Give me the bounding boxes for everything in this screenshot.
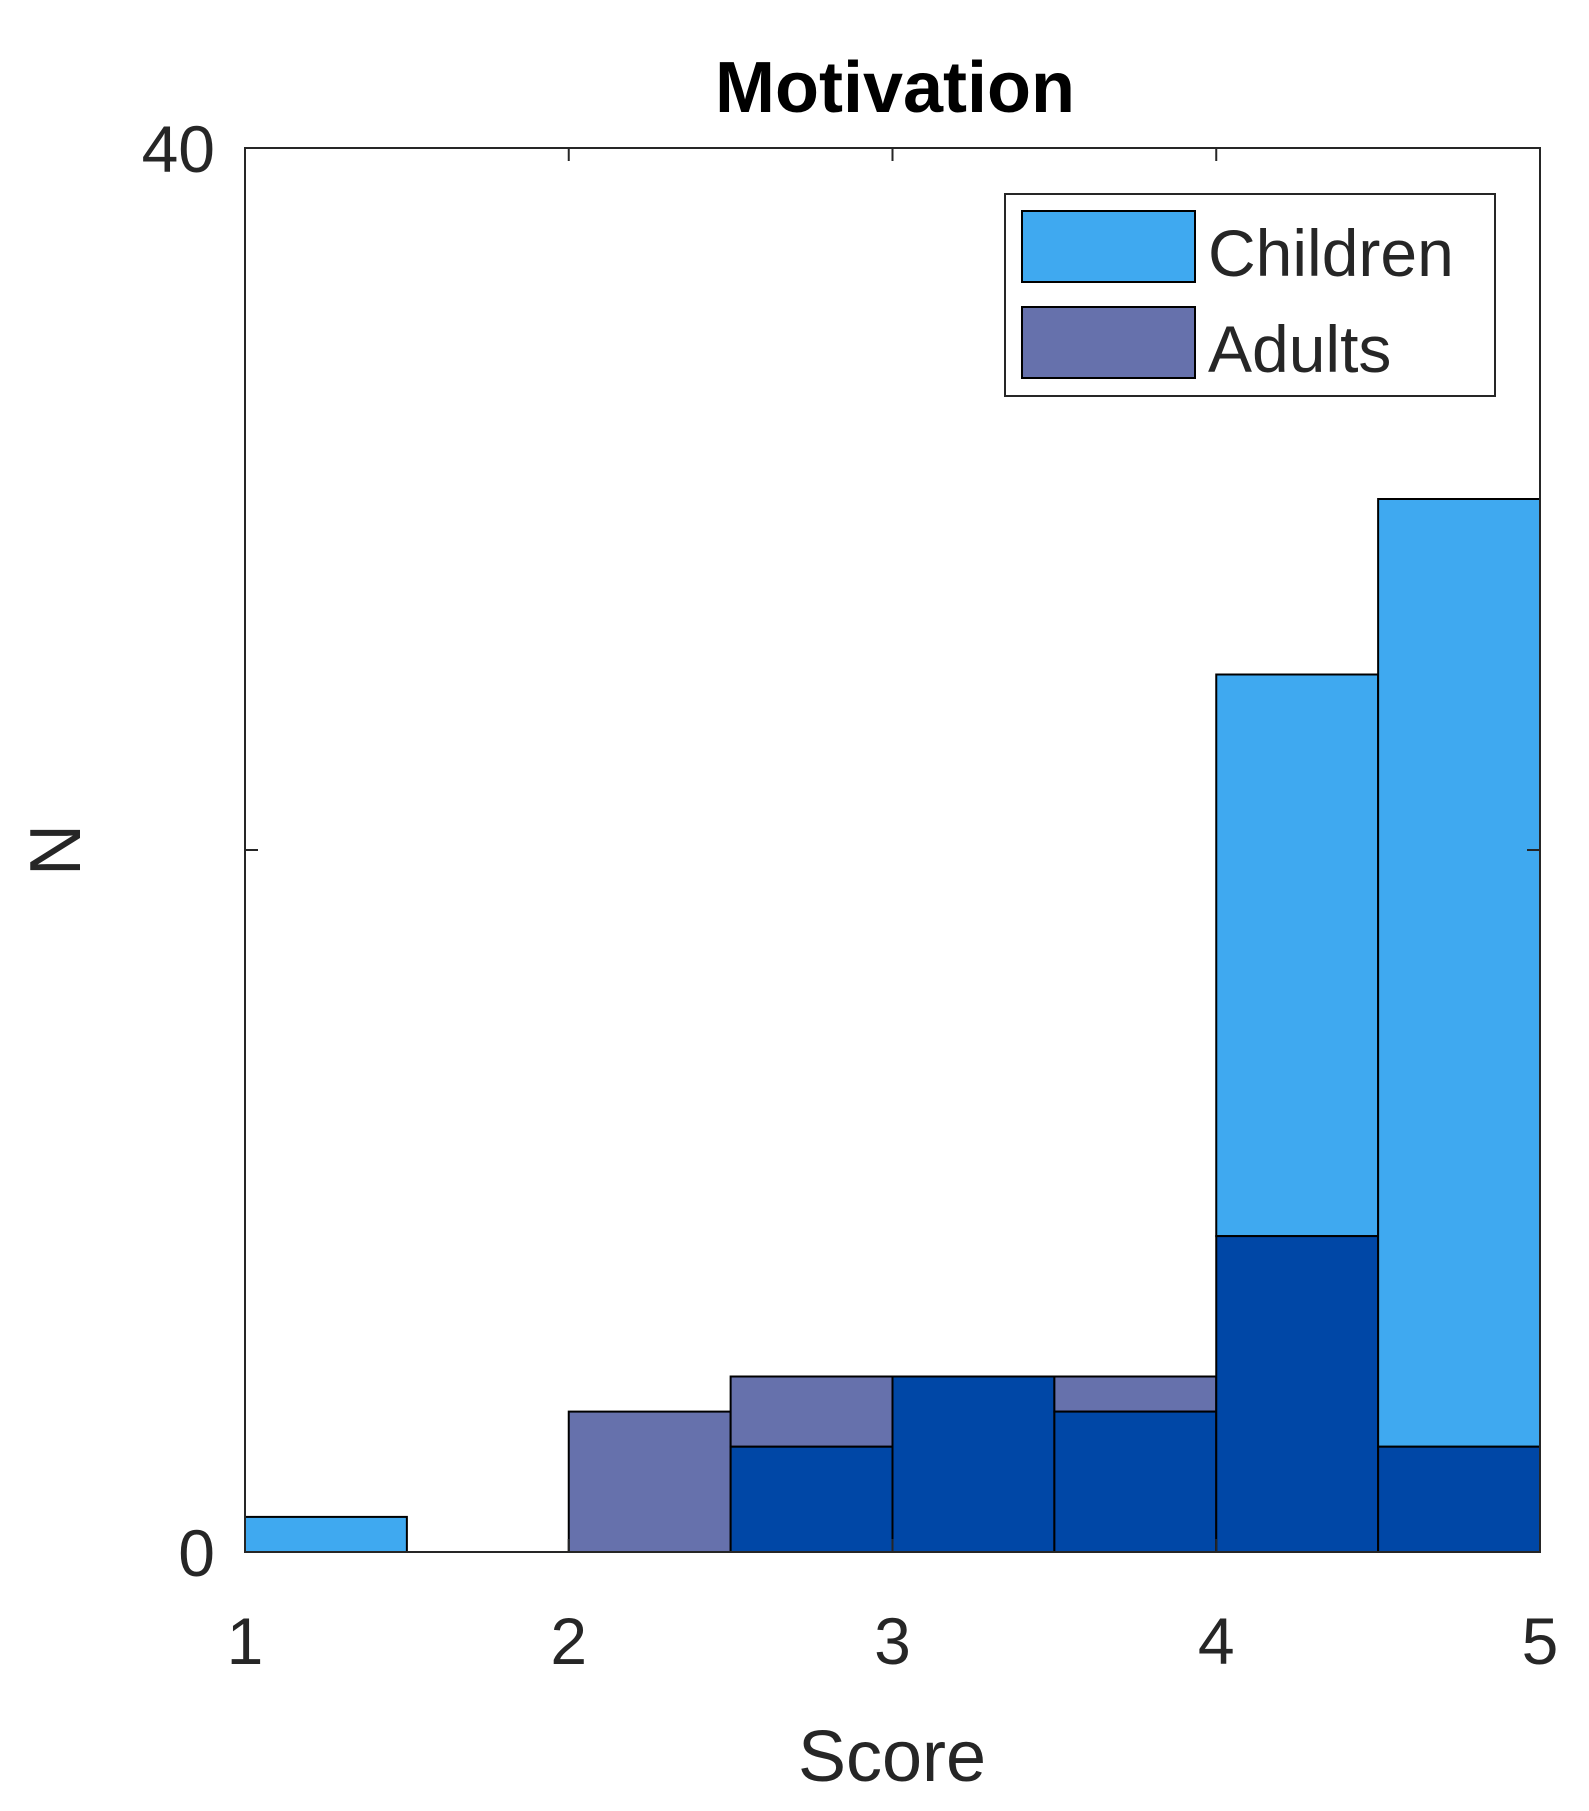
bar-overlap-6 (1215, 1235, 1380, 1553)
y-tick-label-0: 0 (178, 1516, 215, 1590)
bar-children-6 (1215, 673, 1380, 1238)
y-tick-label-1: 40 (142, 112, 215, 186)
x-tick-label-3: 4 (1198, 1604, 1235, 1678)
x-tick-label-1: 2 (550, 1604, 587, 1678)
x-axis-label: Score (798, 1717, 986, 1797)
bar-overlap-4 (891, 1375, 1056, 1553)
x-tick-label-2: 3 (874, 1604, 911, 1678)
x-tick-label-4: 5 (1522, 1604, 1559, 1678)
chart-title: Motivation (715, 48, 1075, 128)
x-tick-label-0: 1 (227, 1604, 264, 1678)
legend-swatch-adults (1021, 306, 1196, 379)
legend-label-children: Children (1208, 216, 1454, 290)
tick-marks (244, 147, 1541, 1553)
y-axis-label: N (16, 824, 96, 876)
tick-labels: 1 2 3 4 5 0 40 (142, 112, 1559, 1678)
legend-label-adults: Adults (1208, 312, 1391, 386)
bar-adults-3 (729, 1375, 894, 1448)
bar-children-7 (1377, 498, 1541, 1448)
legend: Children Adults (1004, 193, 1496, 397)
bar-children-0 (244, 1515, 408, 1554)
bar-overlap-5 (1053, 1410, 1218, 1553)
bar-adults-2 (567, 1410, 732, 1553)
bars-layer (244, 498, 1541, 1554)
legend-swatch-children (1021, 210, 1196, 283)
bar-overlap-3 (729, 1445, 894, 1553)
bar-adults-5 (1053, 1375, 1218, 1413)
bar-overlap-7 (1377, 1445, 1541, 1553)
